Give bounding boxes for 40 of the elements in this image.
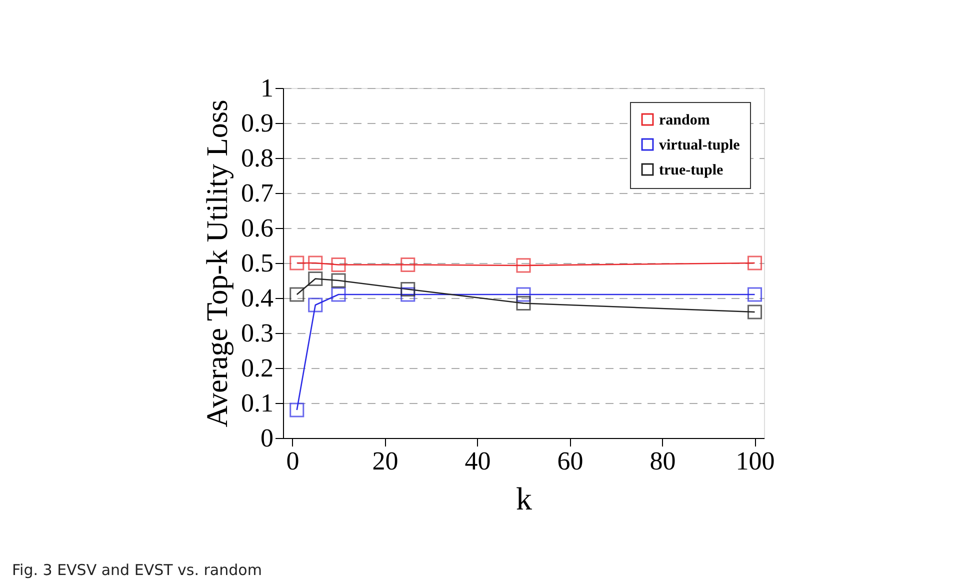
point <box>400 282 416 297</box>
y-axis-title: Average Top-k Utility Loss <box>201 100 234 428</box>
point <box>290 256 304 270</box>
point <box>308 271 323 286</box>
x-tick-label: 80 <box>650 446 676 476</box>
y-tick-label: 0.3 <box>241 318 274 348</box>
point <box>400 257 416 272</box>
legend-label: virtual-tuple <box>659 138 740 154</box>
y-tick-label: 0.2 <box>241 354 274 382</box>
x-tick-label: 60 <box>557 446 584 476</box>
point <box>290 402 304 418</box>
point <box>516 287 531 302</box>
y-tick-label: 1 <box>260 74 274 102</box>
y-tick-label: 0.6 <box>241 214 274 242</box>
y-tick-label: 0.5 <box>241 248 274 278</box>
legend-label: true-tuple <box>659 162 724 178</box>
point <box>331 287 346 302</box>
y-tick-label: 0.8 <box>241 144 274 172</box>
x-tick-label: 20 <box>372 446 398 476</box>
x-tick-label: 100 <box>736 446 775 476</box>
y-tick-label: 0.4 <box>241 284 274 312</box>
y-tick-label: 0.9 <box>241 108 274 138</box>
point <box>290 287 304 302</box>
point <box>747 287 762 302</box>
y-tick-label: 0.7 <box>241 178 274 208</box>
point <box>747 304 762 320</box>
caption: Fig. 3 EVSV and EVST vs. random <box>12 561 262 579</box>
point <box>747 256 762 270</box>
point <box>331 273 346 288</box>
x-axis-title: k <box>516 480 532 516</box>
y-tick-label: 0 <box>260 424 274 452</box>
legend-label: random <box>659 112 710 128</box>
point <box>516 296 531 311</box>
y-tick-label: 0.1 <box>241 388 274 418</box>
x-tick-label: 40 <box>464 446 491 476</box>
point <box>516 258 531 273</box>
point <box>308 256 323 270</box>
point <box>308 298 323 312</box>
x-tick-label: 0 <box>286 446 300 476</box>
point <box>331 257 346 272</box>
